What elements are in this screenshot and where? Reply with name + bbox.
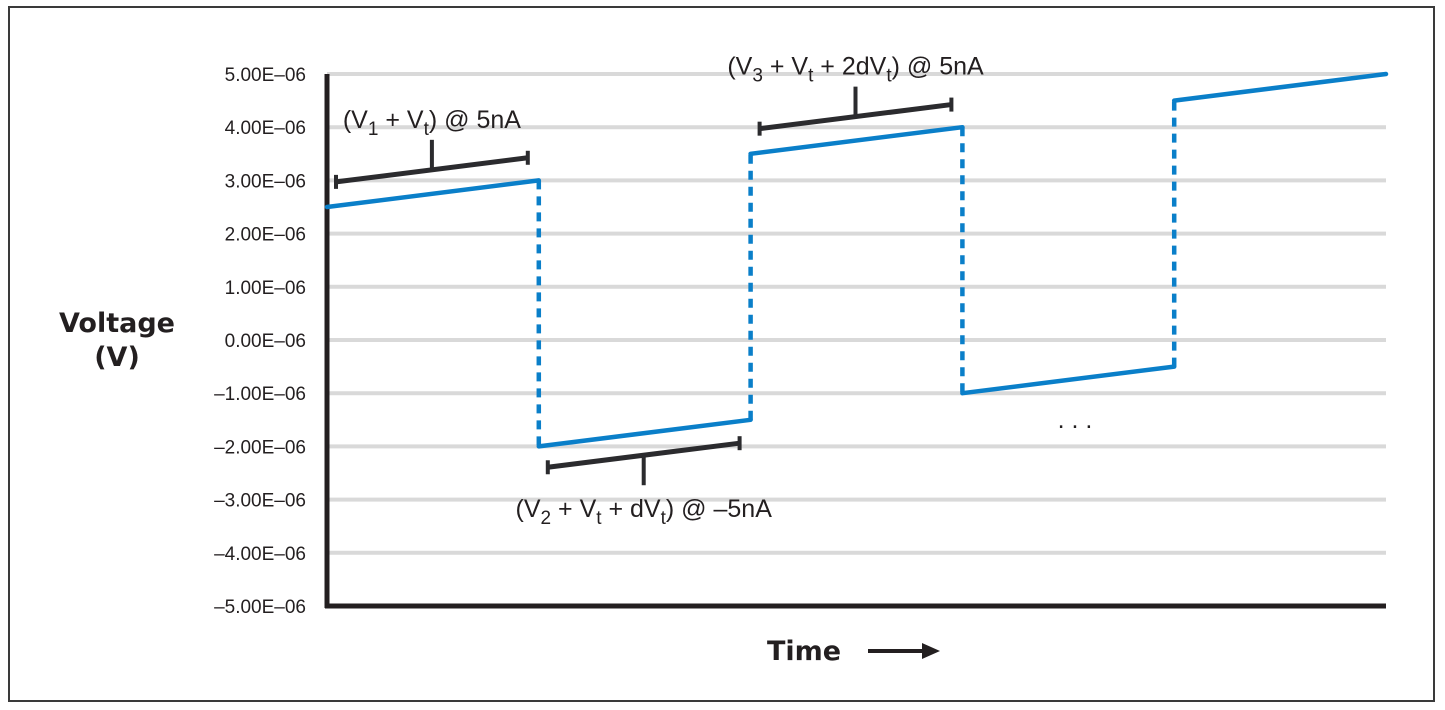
y-tick-label: –2.00E–06 [214, 437, 306, 458]
annotation-text: + V [763, 53, 808, 81]
series-segment [536, 417, 753, 449]
ellipsis: . . . [1058, 406, 1093, 434]
y-tick-label: –4.00E–06 [214, 544, 306, 565]
annotation-text: ) @ 5nA [429, 106, 521, 134]
subscript: t [424, 119, 430, 140]
annotation-text: + dV [602, 495, 661, 523]
annotation-bracket [759, 102, 952, 132]
y-axis-label: Voltage [59, 308, 175, 339]
figure-frame [8, 6, 1435, 702]
annotation-text: (V [343, 106, 368, 134]
subscript: 3 [752, 66, 763, 87]
annotation-text: + V [551, 495, 596, 523]
subscript: t [661, 508, 667, 529]
series-segment [324, 178, 542, 210]
y-tick-label: –1.00E–06 [214, 384, 306, 405]
annotation-text: ) @ 5nA [892, 53, 984, 81]
annotation-label: (V2 + Vt + dVt) @ –5nA [516, 495, 773, 529]
series-segment [1171, 71, 1389, 103]
annotation-text: + 2dV [813, 53, 886, 81]
y-tick-label: 0.00E–06 [225, 331, 306, 352]
y-tick-label: 1.00E–06 [225, 278, 306, 299]
subscript: 1 [368, 119, 379, 140]
y-tick-label: 2.00E–06 [225, 225, 306, 246]
annotation-text: (V [727, 53, 752, 81]
x-axis-label: Time [767, 636, 841, 667]
annotation-label: (V1 + Vt) @ 5nA [343, 106, 521, 140]
subscript: t [886, 66, 892, 87]
y-axis-label: (V) [94, 342, 140, 373]
series-segment [960, 364, 1177, 396]
annotation-label: (V3 + Vt + 2dVt) @ 5nA [727, 53, 984, 87]
y-tick-label: 4.00E–06 [225, 118, 306, 139]
right-arrow-icon-head [922, 643, 940, 659]
y-tick-label: 3.00E–06 [225, 171, 306, 192]
y-tick-label: –3.00E–06 [214, 491, 306, 512]
subscript: 2 [541, 508, 552, 529]
subscript: t [596, 508, 602, 529]
annotation-text: ) @ –5nA [666, 495, 772, 523]
annotation-text: + V [378, 106, 423, 134]
y-tick-label: 5.00E–06 [225, 65, 306, 86]
subscript: t [808, 66, 814, 87]
y-tick-label: –5.00E–06 [214, 597, 306, 618]
annotation-text: (V [516, 495, 541, 523]
series-segment [748, 124, 965, 157]
